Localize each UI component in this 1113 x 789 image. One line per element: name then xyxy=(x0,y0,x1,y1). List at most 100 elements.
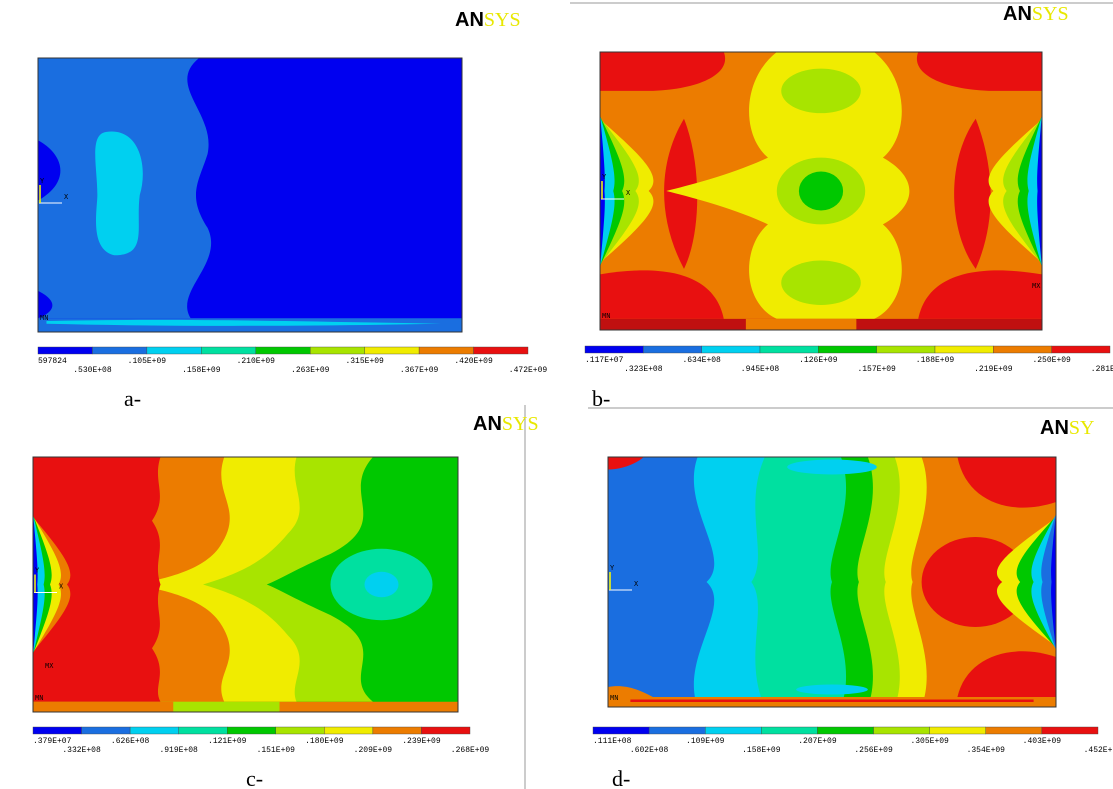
colorbar-label: 597824 xyxy=(38,357,67,366)
min-marker: MN xyxy=(610,695,618,703)
colorbar-band xyxy=(92,347,146,354)
colorbar-band xyxy=(421,727,470,734)
colorbar-band xyxy=(702,346,760,353)
logo-sys: SY xyxy=(1069,417,1095,439)
colorbar-band xyxy=(256,347,310,354)
colorbar-band xyxy=(147,347,201,354)
colorbar-band xyxy=(649,727,705,734)
colorbar-band xyxy=(935,346,993,353)
colorbar-label: .109E+09 xyxy=(686,737,725,746)
max-marker: MX xyxy=(1032,283,1041,291)
ansys-logo: ANSY xyxy=(1040,417,1094,439)
ansys-logo: ANSYS xyxy=(455,9,521,31)
colorbar-label: .209E+09 xyxy=(354,746,393,755)
ansys-logo: ANSYS xyxy=(1003,3,1069,25)
colorbar-label: .452E+ xyxy=(1084,746,1113,755)
colorbar-band xyxy=(643,346,701,353)
panel-label: d- xyxy=(612,766,630,789)
colorbar-label: .420E+09 xyxy=(454,357,493,366)
contour-plot xyxy=(38,58,462,332)
colorbar-label: .919E+08 xyxy=(159,746,198,755)
colorbar-band xyxy=(874,727,930,734)
colorbar-label: .472E+09 xyxy=(509,366,548,375)
contour-band xyxy=(781,69,861,113)
colorbar-label: .354E+09 xyxy=(967,746,1006,755)
min-marker: MN xyxy=(35,695,43,703)
colorbar-band xyxy=(760,346,818,353)
colorbar-label: .315E+09 xyxy=(345,357,384,366)
colorbar-label: .210E+09 xyxy=(237,357,276,366)
colorbar-label: .219E+09 xyxy=(974,365,1013,374)
contour-band xyxy=(746,319,857,330)
colorbar-label: .323E+08 xyxy=(624,365,663,374)
colorbar-label: .180E+09 xyxy=(305,737,344,746)
colorbar-band xyxy=(130,727,179,734)
logo-sys: SYS xyxy=(1032,3,1069,25)
colorbar-band xyxy=(877,346,935,353)
colorbar-label: .250E+09 xyxy=(1032,356,1071,365)
colorbar-label: .332E+08 xyxy=(62,746,101,755)
logo-an: AN xyxy=(1040,417,1069,439)
figure: YXMNANSYS597824.105E+09.210E+09.315E+09.… xyxy=(0,0,1113,789)
panel-label: b- xyxy=(592,386,610,411)
logo-an: AN xyxy=(455,9,484,31)
colorbar-label: .105E+09 xyxy=(128,357,167,366)
colorbar-label: .634E+08 xyxy=(682,356,721,365)
colorbar-band xyxy=(38,347,92,354)
contour-band xyxy=(95,131,143,255)
colorbar-band xyxy=(1052,346,1110,353)
colorbar-label: .305E+09 xyxy=(910,737,949,746)
colorbar-band xyxy=(201,347,255,354)
panel: YXMNANSYS597824.105E+09.210E+09.315E+09.… xyxy=(38,9,547,411)
colorbar-band xyxy=(593,727,649,734)
logo-sys: SYS xyxy=(484,9,521,31)
contour-band xyxy=(796,685,868,695)
contour-band xyxy=(799,172,843,211)
colorbar-band xyxy=(227,727,276,734)
colorbar-label: .403E+09 xyxy=(1023,737,1062,746)
colorbar-band xyxy=(930,727,986,734)
colorbar-band xyxy=(705,727,761,734)
contour-band xyxy=(173,702,279,712)
logo-sys: SYS xyxy=(502,413,539,435)
contour-band xyxy=(787,460,877,475)
colorbar-label: .602E+08 xyxy=(630,746,669,755)
colorbar-band xyxy=(324,727,373,734)
colorbar-band xyxy=(82,727,131,734)
colorbar-label: .281E+09 xyxy=(1091,365,1113,374)
colorbar-label: .256E+09 xyxy=(854,746,893,755)
colorbar-label: .530E+08 xyxy=(73,366,112,375)
colorbar-band xyxy=(33,727,82,734)
figure-canvas: YXMNANSYS597824.105E+09.210E+09.315E+09.… xyxy=(0,0,1113,789)
ansys-logo: ANSYS xyxy=(473,413,539,435)
contour-band xyxy=(365,572,399,598)
colorbar-label: .126E+09 xyxy=(799,356,838,365)
colorbar-band xyxy=(817,727,873,734)
logo-an: AN xyxy=(473,413,502,435)
panel-label: a- xyxy=(124,386,141,411)
colorbar-band xyxy=(365,347,419,354)
colorbar-label: .117E+07 xyxy=(585,356,624,365)
colorbar-label: .188E+09 xyxy=(916,356,955,365)
contour-band xyxy=(781,261,861,305)
logo-an: AN xyxy=(1003,3,1032,25)
colorbar-label: .111E+08 xyxy=(593,737,632,746)
contour-plot xyxy=(600,52,1042,330)
contour-band xyxy=(630,700,1033,703)
colorbar-label: .158E+09 xyxy=(182,366,221,375)
colorbar-label: .239E+09 xyxy=(402,737,441,746)
colorbar-label: .268E+09 xyxy=(451,746,490,755)
colorbar-label: .207E+09 xyxy=(798,737,837,746)
colorbar-label: .379E+07 xyxy=(33,737,72,746)
contour-plot xyxy=(608,457,1056,707)
colorbar-label: .945E+08 xyxy=(741,365,780,374)
colorbar-label: .158E+09 xyxy=(742,746,781,755)
colorbar-label: .626E+08 xyxy=(111,737,150,746)
colorbar-label: .151E+09 xyxy=(257,746,296,755)
colorbar-band xyxy=(419,347,473,354)
colorbar-label: .367E+09 xyxy=(400,366,439,375)
panel: YXMNMXANSYS.117E+07.634E+08.126E+09.188E… xyxy=(585,3,1113,411)
panel-label: c- xyxy=(246,766,263,789)
colorbar-label: .263E+09 xyxy=(291,366,330,375)
colorbar-band xyxy=(986,727,1042,734)
